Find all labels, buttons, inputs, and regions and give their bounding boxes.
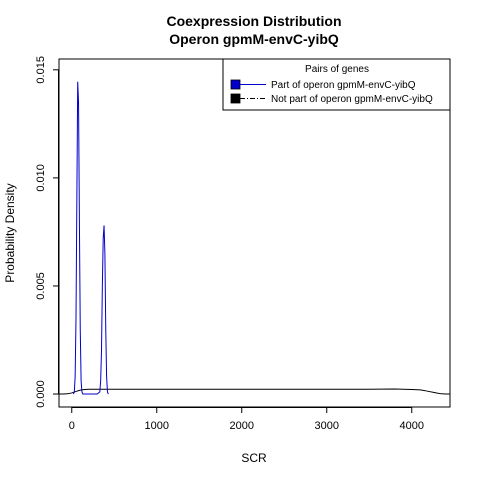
x-axis-label: SCR — [241, 451, 267, 465]
legend-label-operon: Part of operon gpmM-envC-yibQ — [271, 80, 416, 91]
legend: Pairs of genes Part of operon gpmM-envC-… — [222, 58, 451, 111]
x-tick-label: 4000 — [400, 420, 424, 432]
x-tick-label: 3000 — [315, 420, 339, 432]
y-tick-label: 0.005 — [35, 272, 47, 300]
legend-swatch-operon — [230, 79, 241, 90]
series-layer — [59, 81, 450, 395]
series-line-non-operon — [59, 388, 450, 395]
y-tick-label: 0.000 — [35, 380, 47, 408]
y-tick-label: 0.010 — [35, 164, 47, 192]
chart-subtitle: Operon gpmM-envC-yibQ — [169, 31, 339, 47]
x-tick-label: 1000 — [145, 420, 169, 432]
y-axis: 0.000 0.005 0.010 0.015 — [35, 56, 59, 408]
y-axis-label: Probability Density — [3, 183, 17, 282]
legend-swatch-non-operon — [230, 93, 241, 104]
chart-title: Coexpression Distribution — [166, 13, 341, 29]
legend-label-non-operon: Not part of operon gpmM-envC-yibQ — [271, 94, 433, 105]
series-line-operon — [72, 81, 109, 395]
x-axis: 0 1000 2000 3000 4000 — [69, 407, 424, 432]
legend-title: Pairs of genes — [305, 64, 369, 75]
x-tick-label: 2000 — [230, 420, 254, 432]
x-tick-label: 0 — [69, 420, 75, 432]
y-tick-label: 0.015 — [35, 56, 47, 84]
